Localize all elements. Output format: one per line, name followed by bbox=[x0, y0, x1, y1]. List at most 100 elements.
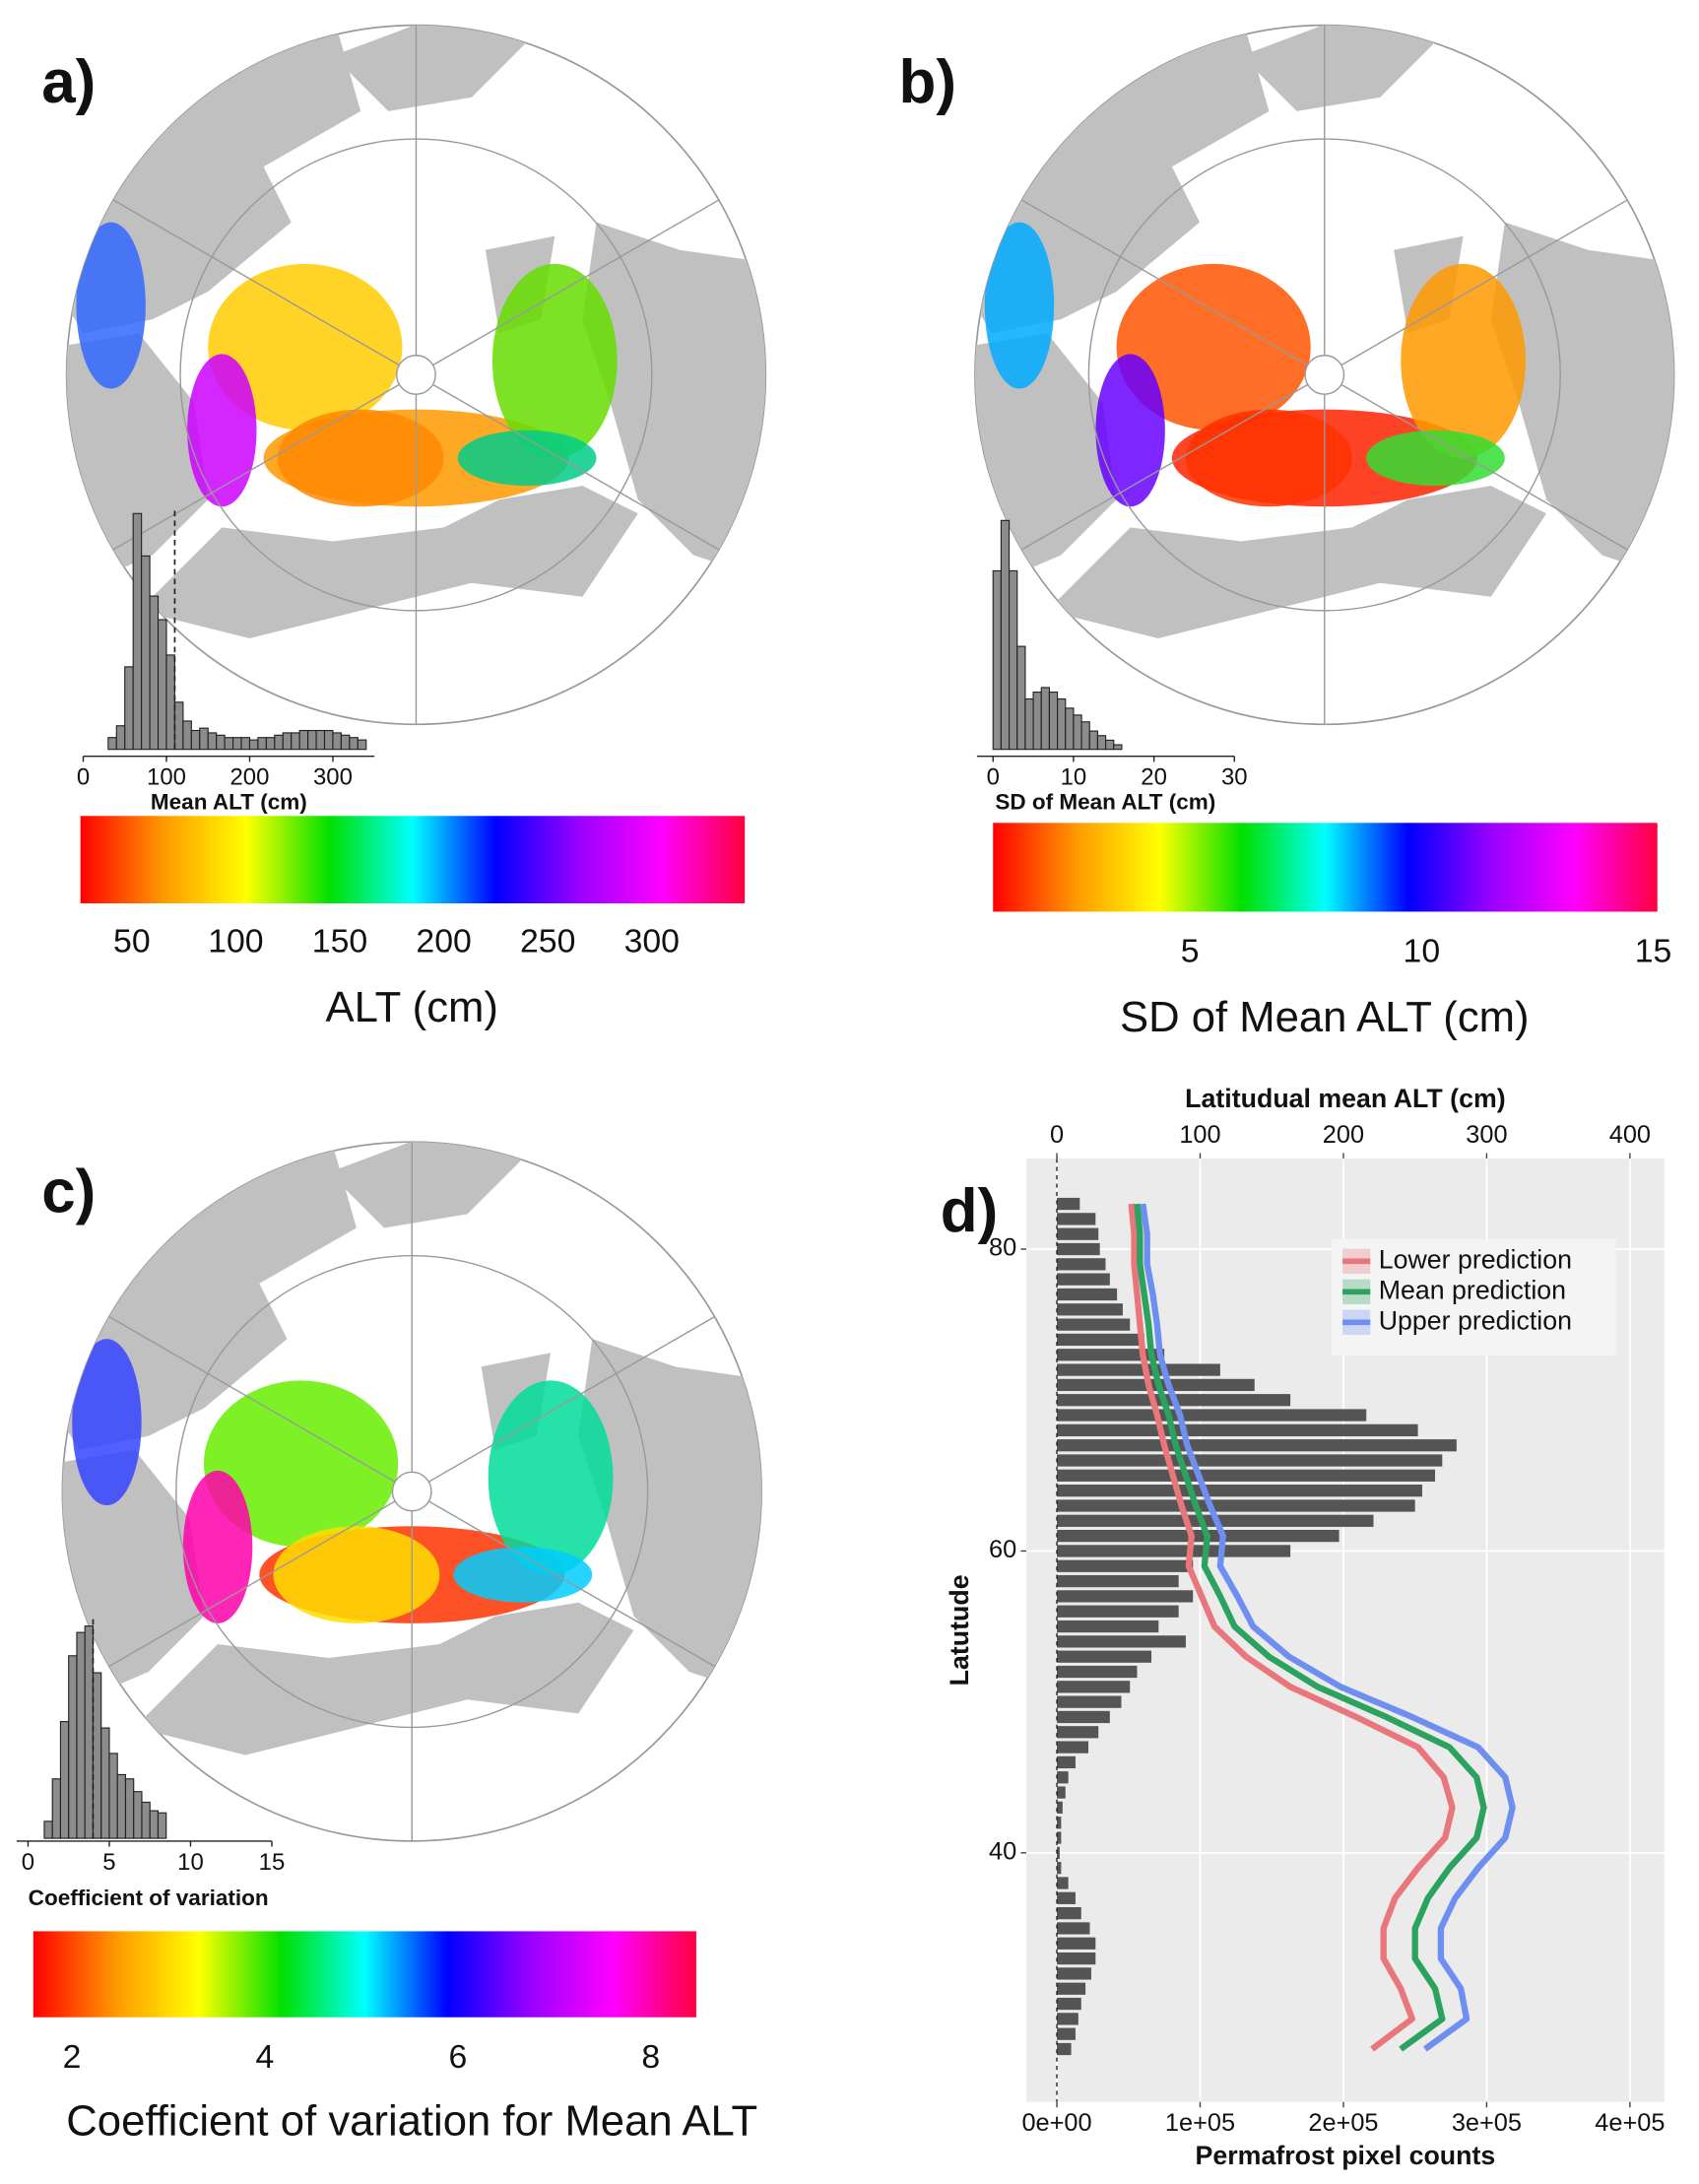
histogram-bar bbox=[232, 737, 242, 751]
histogram-bar bbox=[149, 1810, 160, 1839]
y-tick-label: 40 bbox=[989, 1838, 1016, 1866]
bar bbox=[1057, 1273, 1110, 1286]
histogram-bar bbox=[1032, 692, 1042, 751]
panel-label: a) bbox=[41, 48, 96, 116]
bar bbox=[1057, 2042, 1072, 2056]
meridian bbox=[1340, 383, 1628, 551]
x-tick-label: 4e+05 bbox=[1595, 2109, 1665, 2137]
bar bbox=[1057, 1439, 1457, 1452]
meridian bbox=[112, 383, 400, 551]
histogram-bar bbox=[282, 732, 293, 751]
x2-tick-label: 300 bbox=[1466, 1121, 1507, 1149]
permafrost-area bbox=[1366, 430, 1505, 487]
x-axis-label: Permafrost pixel counts bbox=[1196, 2141, 1496, 2170]
meridian bbox=[112, 199, 400, 366]
histogram-bar bbox=[257, 737, 267, 751]
meridian bbox=[427, 1316, 715, 1483]
histogram-bar bbox=[141, 1801, 151, 1839]
colorbar-tick-label: 150 bbox=[312, 923, 367, 960]
permafrost-area bbox=[76, 222, 146, 389]
x-axis-label: SD of Mean ALT (cm) bbox=[995, 790, 1215, 815]
permafrost-area bbox=[273, 1526, 440, 1623]
histogram-bar bbox=[1065, 707, 1075, 751]
bar bbox=[1057, 1620, 1159, 1633]
histogram-bar bbox=[133, 1791, 143, 1839]
bar bbox=[1057, 1937, 1096, 1950]
permafrost-area bbox=[1095, 354, 1165, 507]
bar bbox=[1057, 1605, 1179, 1618]
x-tick-label: 20 bbox=[1141, 764, 1167, 791]
x2-tick-label: 200 bbox=[1323, 1121, 1364, 1149]
histogram-bar bbox=[157, 1812, 167, 1839]
colorbar-title: ALT (cm) bbox=[326, 983, 498, 1031]
y-tick-label: 60 bbox=[989, 1536, 1016, 1563]
legend-box bbox=[1331, 1238, 1616, 1357]
y-axis-label: Latutude bbox=[945, 1574, 974, 1686]
bar bbox=[1057, 1982, 1086, 1995]
histogram-bar bbox=[84, 1625, 95, 1839]
bar bbox=[1057, 1635, 1186, 1648]
x-tick-label: 100 bbox=[147, 764, 186, 791]
land bbox=[578, 1339, 762, 1700]
x2-tick-label: 400 bbox=[1609, 1121, 1651, 1149]
histogram-bar bbox=[224, 737, 234, 751]
meridian bbox=[108, 1500, 396, 1668]
x-tick-label: 30 bbox=[1221, 764, 1248, 791]
prediction-line bbox=[1134, 1203, 1487, 2052]
histogram-bar bbox=[182, 720, 192, 751]
histogram-bar bbox=[76, 1631, 86, 1839]
bar bbox=[1057, 1831, 1062, 1844]
bar bbox=[1057, 1695, 1122, 1708]
histogram-bar bbox=[149, 595, 160, 751]
meridian bbox=[432, 199, 720, 366]
histogram-bar bbox=[100, 1727, 110, 1839]
permafrost-area bbox=[1185, 409, 1352, 507]
histogram-bar bbox=[307, 729, 317, 751]
bar bbox=[1057, 1242, 1100, 1256]
bar bbox=[1057, 2013, 1078, 2025]
colorbar-title: SD of Mean ALT (cm) bbox=[1120, 993, 1530, 1041]
x-tick-label: 200 bbox=[230, 764, 270, 791]
colorbar bbox=[33, 1931, 696, 2018]
x-tick-label: 300 bbox=[313, 764, 353, 791]
permafrost-area bbox=[187, 354, 257, 507]
histogram-bar bbox=[1009, 569, 1018, 751]
colorbar-tick-label: 2 bbox=[63, 2038, 82, 2076]
land bbox=[1241, 25, 1436, 111]
map-land bbox=[974, 25, 1674, 639]
bar bbox=[1057, 1529, 1340, 1543]
histogram-bar bbox=[92, 1672, 102, 1839]
bar bbox=[1057, 1197, 1080, 1211]
colorbar-tick-label: 8 bbox=[641, 2038, 660, 2076]
legend-label: Lower prediction bbox=[1379, 1244, 1572, 1274]
meridian bbox=[1021, 199, 1309, 366]
pole-circle bbox=[391, 1471, 432, 1512]
histogram-bar bbox=[1040, 687, 1050, 751]
histogram-bar bbox=[357, 739, 367, 751]
histogram-bar bbox=[207, 732, 218, 751]
bar bbox=[1057, 1877, 1069, 1889]
histogram-bar bbox=[1088, 730, 1098, 751]
bar bbox=[1057, 1665, 1138, 1679]
histogram-bar bbox=[51, 1778, 62, 1839]
x-tick-label: 10 bbox=[1061, 764, 1087, 791]
bar bbox=[1057, 1303, 1123, 1316]
histogram-bar bbox=[199, 727, 209, 751]
land bbox=[328, 1142, 523, 1228]
histogram-bar bbox=[173, 701, 184, 751]
histogram-bar bbox=[1000, 519, 1011, 751]
histogram-bar bbox=[315, 729, 326, 751]
bar bbox=[1057, 1771, 1069, 1784]
meridian bbox=[427, 1500, 715, 1668]
x-tick-label: 0 bbox=[987, 764, 1000, 791]
permafrost-area bbox=[453, 1547, 593, 1603]
bar bbox=[1057, 1650, 1152, 1663]
permafrost-area bbox=[984, 222, 1055, 389]
histogram-bar bbox=[43, 1820, 53, 1839]
colorbar-tick-label: 6 bbox=[448, 2038, 467, 2076]
colorbar-tick-label: 4 bbox=[256, 2038, 275, 2076]
histogram-bar bbox=[107, 737, 117, 751]
colorbar-tick-label: 15 bbox=[1635, 933, 1672, 970]
x-tick-label: 10 bbox=[177, 1849, 204, 1876]
